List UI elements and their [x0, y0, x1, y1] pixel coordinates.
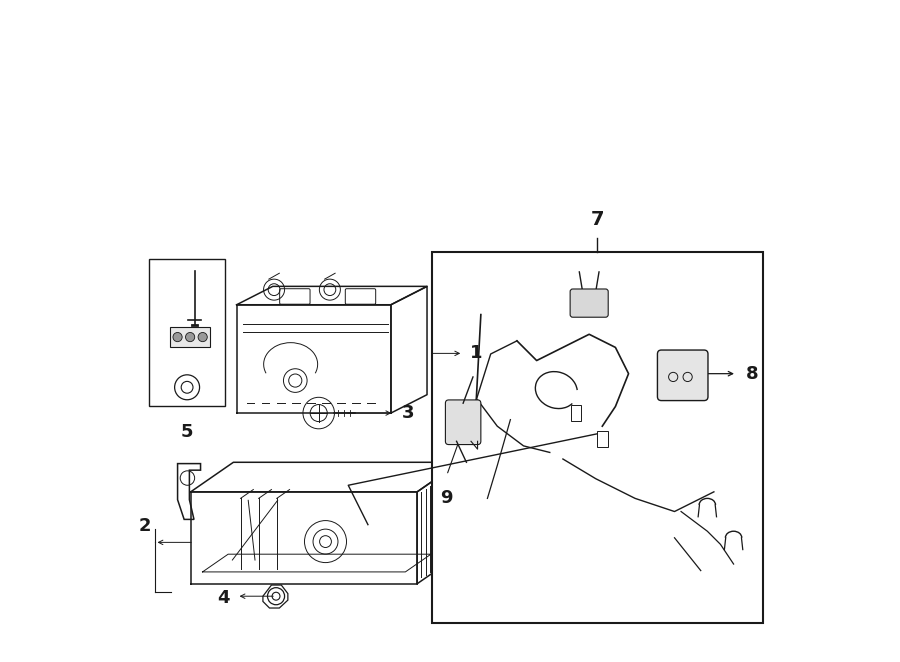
- Text: 7: 7: [590, 211, 604, 229]
- Text: 8: 8: [745, 365, 758, 383]
- Text: 2: 2: [139, 517, 151, 535]
- Bar: [571, 405, 581, 421]
- Circle shape: [198, 332, 207, 342]
- Bar: [170, 327, 210, 348]
- Text: 1: 1: [470, 344, 482, 362]
- Bar: [432, 252, 763, 623]
- Text: 3: 3: [402, 404, 415, 422]
- Bar: [597, 432, 608, 448]
- FancyBboxPatch shape: [346, 289, 375, 305]
- FancyBboxPatch shape: [570, 289, 608, 317]
- Circle shape: [185, 332, 194, 342]
- Text: 4: 4: [218, 589, 230, 607]
- FancyBboxPatch shape: [446, 400, 481, 445]
- Circle shape: [173, 332, 182, 342]
- FancyBboxPatch shape: [280, 289, 310, 305]
- Text: 5: 5: [181, 423, 194, 441]
- Text: 6: 6: [151, 307, 163, 326]
- FancyBboxPatch shape: [657, 350, 708, 401]
- Text: 9: 9: [440, 489, 453, 506]
- Bar: [149, 259, 225, 406]
